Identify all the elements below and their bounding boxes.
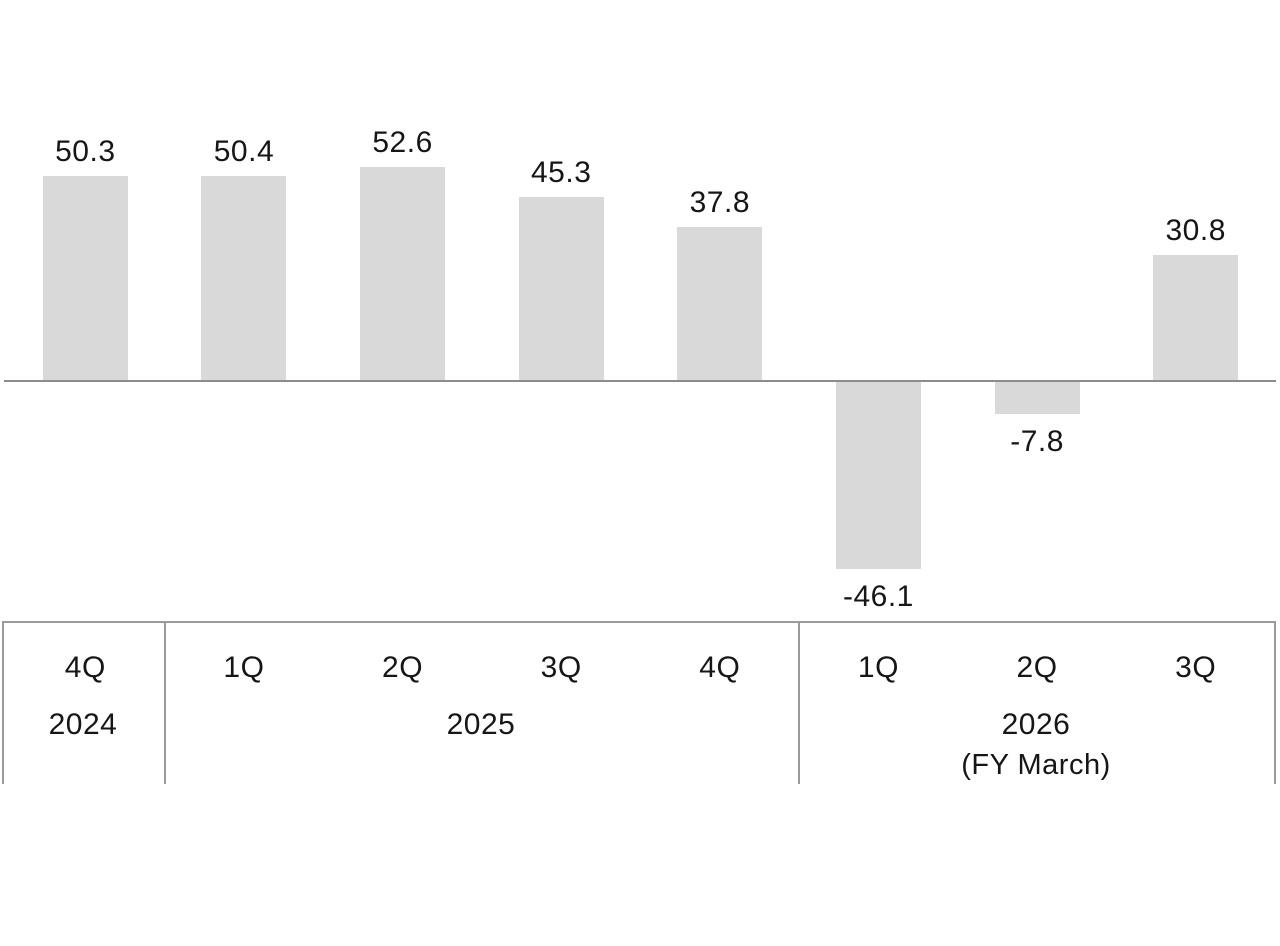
bar-value-label: -46.1: [842, 579, 914, 613]
quarter-label: 2Q: [382, 651, 424, 684]
bar-value-label: 37.8: [689, 185, 750, 219]
quarter-label: 4Q: [64, 651, 106, 684]
bar: [201, 175, 287, 380]
table-vertical-border: [1274, 621, 1276, 784]
bar-value-label: -7.8: [1010, 424, 1064, 458]
table-vertical-border: [2, 621, 4, 784]
bar: [42, 176, 128, 380]
bar: [835, 382, 921, 569]
quarter-label: 1Q: [857, 651, 899, 684]
bar-value-label: 50.4: [213, 134, 275, 168]
year-label: 2024: [48, 708, 118, 741]
table-vertical-border: [798, 621, 800, 784]
quarter-label: 3Q: [540, 651, 582, 684]
quarter-label: 2Q: [1016, 651, 1058, 684]
bar: [1153, 255, 1239, 380]
table-vertical-border: [164, 621, 166, 784]
bar-value-label: 52.6: [372, 125, 433, 159]
fiscal-year-note: (FY March): [961, 749, 1111, 781]
quarter-label: 4Q: [699, 651, 741, 684]
year-label: 2025: [446, 708, 516, 741]
year-label: 2026: [1001, 708, 1071, 741]
x-axis-line: [4, 380, 1276, 382]
table-top-border: [2, 621, 1276, 623]
quarter-label: 3Q: [1175, 651, 1217, 684]
bar-value-label: 50.3: [55, 135, 116, 169]
bar-value-label: 45.3: [530, 155, 592, 189]
bar: [677, 226, 763, 380]
bar: [360, 166, 446, 380]
bar-value-label: 30.8: [1165, 214, 1226, 248]
quarter-label: 1Q: [223, 651, 265, 684]
bar: [994, 382, 1080, 414]
bar: [518, 196, 604, 380]
